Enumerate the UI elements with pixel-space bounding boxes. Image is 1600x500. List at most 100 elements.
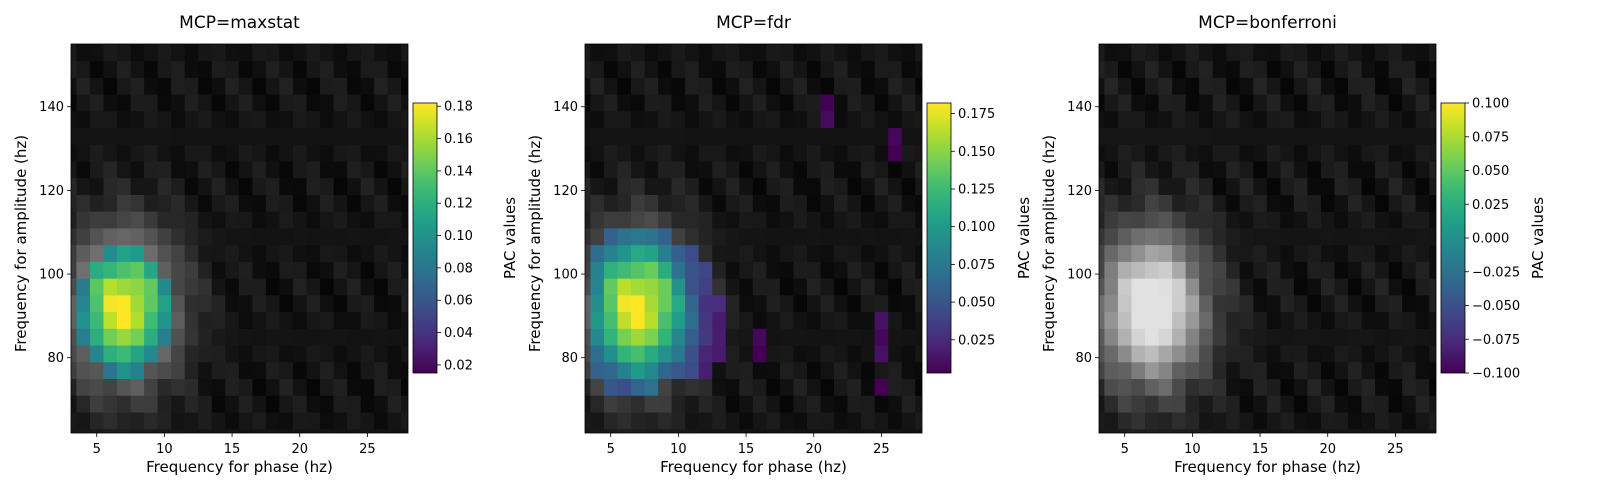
heatmap-cell — [144, 428, 159, 433]
heatmap-cell — [320, 378, 334, 396]
heatmap-cell — [198, 244, 213, 262]
heatmap-cell — [1145, 127, 1159, 145]
heatmap-cell — [725, 177, 740, 195]
heatmap-cell — [117, 345, 131, 363]
heatmap-cell — [585, 177, 591, 195]
heatmap-cell — [103, 127, 118, 145]
heatmap-cell — [888, 428, 903, 433]
heatmap-cell — [1099, 395, 1105, 413]
heatmap-cell — [766, 228, 781, 246]
heatmap-cell — [1172, 44, 1187, 62]
heatmap-cell — [387, 110, 402, 129]
heatmap-cell — [631, 361, 645, 380]
heatmap-cell — [834, 110, 848, 129]
heatmap-cell — [1239, 127, 1254, 145]
heatmap-cell — [1226, 311, 1241, 329]
heatmap-cell — [1199, 127, 1214, 145]
heatmap-cell — [374, 144, 389, 162]
heatmap-cell — [71, 144, 77, 162]
heatmap-cell — [252, 294, 267, 313]
heatmap-cell — [1388, 311, 1403, 329]
heatmap-cell — [1212, 345, 1227, 363]
heatmap-cell — [698, 412, 713, 430]
heatmap-cell — [847, 110, 862, 129]
heatmap-cell — [1239, 294, 1254, 313]
heatmap-cell — [252, 60, 267, 78]
heatmap-cell — [861, 228, 876, 246]
heatmap-cell — [1199, 110, 1214, 129]
heatmap-cell — [117, 395, 131, 413]
heatmap-cell — [1334, 228, 1349, 246]
heatmap-cell — [1334, 244, 1349, 262]
heatmap-cell — [374, 60, 389, 78]
heatmap-cell — [1402, 60, 1417, 78]
heatmap-cell — [387, 44, 402, 62]
heatmap-cell — [1199, 44, 1214, 62]
y-axis-label: Frequency for amplitude (hz) — [1040, 135, 1058, 352]
heatmap-cell — [279, 428, 294, 433]
y-tick-label: 120 — [39, 184, 64, 199]
heatmap-cell — [1185, 328, 1200, 346]
heatmap-cell — [292, 361, 307, 380]
heatmap-cell — [1145, 194, 1159, 212]
heatmap-cell — [265, 211, 280, 229]
heatmap-cell — [590, 378, 605, 396]
heatmap-cell — [1348, 228, 1362, 246]
y-tick-label: 120 — [1067, 184, 1092, 199]
heatmap-cell — [1334, 94, 1349, 112]
heatmap-cell — [211, 412, 226, 430]
heatmap-cell — [752, 328, 767, 346]
heatmap-cell — [144, 94, 159, 112]
heatmap-cell — [117, 127, 131, 145]
heatmap-cell — [1212, 127, 1227, 145]
heatmap-cell — [631, 428, 645, 433]
heatmap-cell — [1226, 77, 1241, 95]
heatmap-cell — [265, 244, 280, 262]
heatmap-cell — [89, 345, 104, 363]
heatmap-cell — [1388, 211, 1403, 229]
heatmap-cell — [712, 144, 727, 162]
heatmap-cell — [171, 328, 186, 346]
heatmap-cell — [238, 177, 253, 195]
heatmap-cell — [1185, 228, 1200, 246]
heatmap-cell — [387, 412, 402, 430]
heatmap-cell — [698, 77, 713, 95]
heatmap-cell — [1158, 244, 1173, 262]
heatmap-cell — [585, 294, 591, 313]
heatmap-cell — [617, 44, 632, 45]
heatmap-cell — [685, 244, 700, 262]
heatmap-cell — [76, 77, 91, 95]
heatmap-cell — [1375, 194, 1390, 212]
heatmap-cell — [387, 44, 402, 45]
heatmap-cell — [211, 77, 226, 95]
heatmap-cell — [238, 395, 253, 413]
heatmap-cell — [1158, 211, 1173, 229]
heatmap-cell — [1348, 378, 1362, 396]
heatmap-cell — [752, 278, 767, 296]
heatmap-cell — [130, 395, 145, 413]
heatmap-cell — [1334, 261, 1349, 279]
heatmap-cell — [1320, 177, 1335, 195]
heatmap-cell — [1185, 127, 1200, 145]
heatmap-cell — [1334, 77, 1349, 95]
colorbar-tick-label: 0.08 — [444, 261, 473, 276]
heatmap-cell — [1388, 278, 1403, 296]
heatmap-cell — [739, 194, 754, 212]
heatmap-cell — [360, 144, 375, 162]
heatmap-cell — [888, 77, 903, 95]
heatmap-cell — [238, 261, 253, 279]
heatmap-cell — [834, 194, 848, 212]
heatmap-cell — [631, 328, 645, 346]
heatmap-cell — [820, 428, 835, 433]
heatmap-cell — [1172, 244, 1187, 262]
heatmap-cell — [766, 60, 781, 78]
heatmap-cell — [211, 328, 226, 346]
heatmap-cell — [644, 311, 659, 329]
heatmap-cell — [401, 60, 408, 78]
heatmap-cell — [279, 395, 294, 413]
heatmap-cell — [292, 412, 307, 430]
heatmap-cell — [644, 228, 659, 246]
heatmap-cell — [279, 211, 294, 229]
heatmap-cell — [1131, 395, 1146, 413]
heatmap-cell — [1375, 294, 1390, 313]
